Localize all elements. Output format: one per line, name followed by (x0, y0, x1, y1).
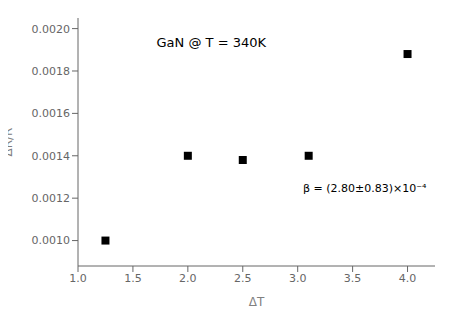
svg-text:1.5: 1.5 (124, 272, 142, 285)
svg-text:0.0016: 0.0016 (32, 107, 71, 120)
html-text:GaN @ T = 340K: GaN @ T = 340K (156, 35, 266, 51)
svg-text:3.5: 3.5 (344, 272, 362, 285)
svg-text:0.0014: 0.0014 (32, 150, 71, 163)
svg-text:2.5: 2.5 (234, 272, 252, 285)
html-text:β = (2.80±0.83)×10⁻⁴: β = (2.80±0.83)×10⁻⁴ (302, 181, 427, 195)
svg-text:4.0: 4.0 (399, 272, 417, 285)
svg-text:ΔT: ΔT (249, 295, 265, 306)
svg-text:ΔR/R: ΔR/R (8, 128, 15, 157)
svg-text:0.0020: 0.0020 (32, 23, 71, 36)
svg-text:1.0: 1.0 (69, 272, 87, 285)
svg-text:0.0010: 0.0010 (32, 234, 71, 247)
svg-text:2.0: 2.0 (179, 272, 197, 285)
svg-text:0.0018: 0.0018 (32, 65, 71, 78)
svg-text:0.0012: 0.0012 (32, 192, 71, 205)
svg-text:3.0: 3.0 (289, 272, 307, 285)
